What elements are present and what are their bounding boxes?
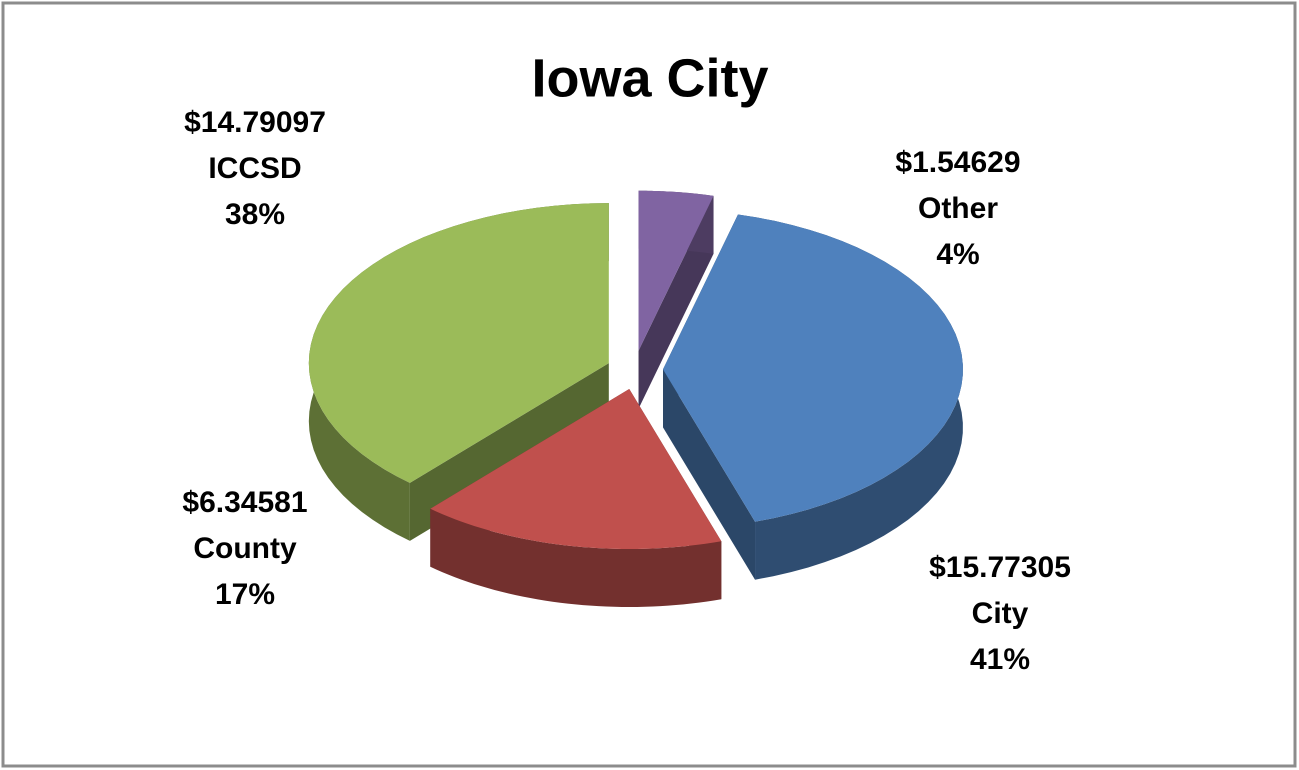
- category-label: City: [972, 597, 1029, 630]
- pie-slice: [638, 190, 714, 409]
- pie-slice: [430, 389, 722, 608]
- slice-top: [638, 190, 714, 351]
- slice-wall: [430, 508, 722, 608]
- chart-title: Iowa City: [531, 48, 768, 108]
- data-label: $14.79097: [184, 106, 326, 139]
- category-label: ICCSD: [208, 152, 301, 185]
- slice-top: [308, 203, 609, 483]
- percent-label: 17%: [215, 578, 275, 611]
- percent-label: 41%: [970, 643, 1030, 676]
- percent-label: 4%: [936, 238, 979, 271]
- data-label: $6.34581: [182, 486, 307, 519]
- category-label: Other: [918, 192, 998, 225]
- data-label: $1.54629: [895, 146, 1020, 179]
- data-label: $15.77305: [929, 551, 1071, 584]
- slice-top: [662, 214, 963, 522]
- pie-slice: [662, 214, 963, 580]
- slice-side: [662, 369, 756, 580]
- slice-top: [430, 389, 722, 550]
- category-label: County: [193, 532, 297, 565]
- percent-label: 38%: [225, 198, 285, 231]
